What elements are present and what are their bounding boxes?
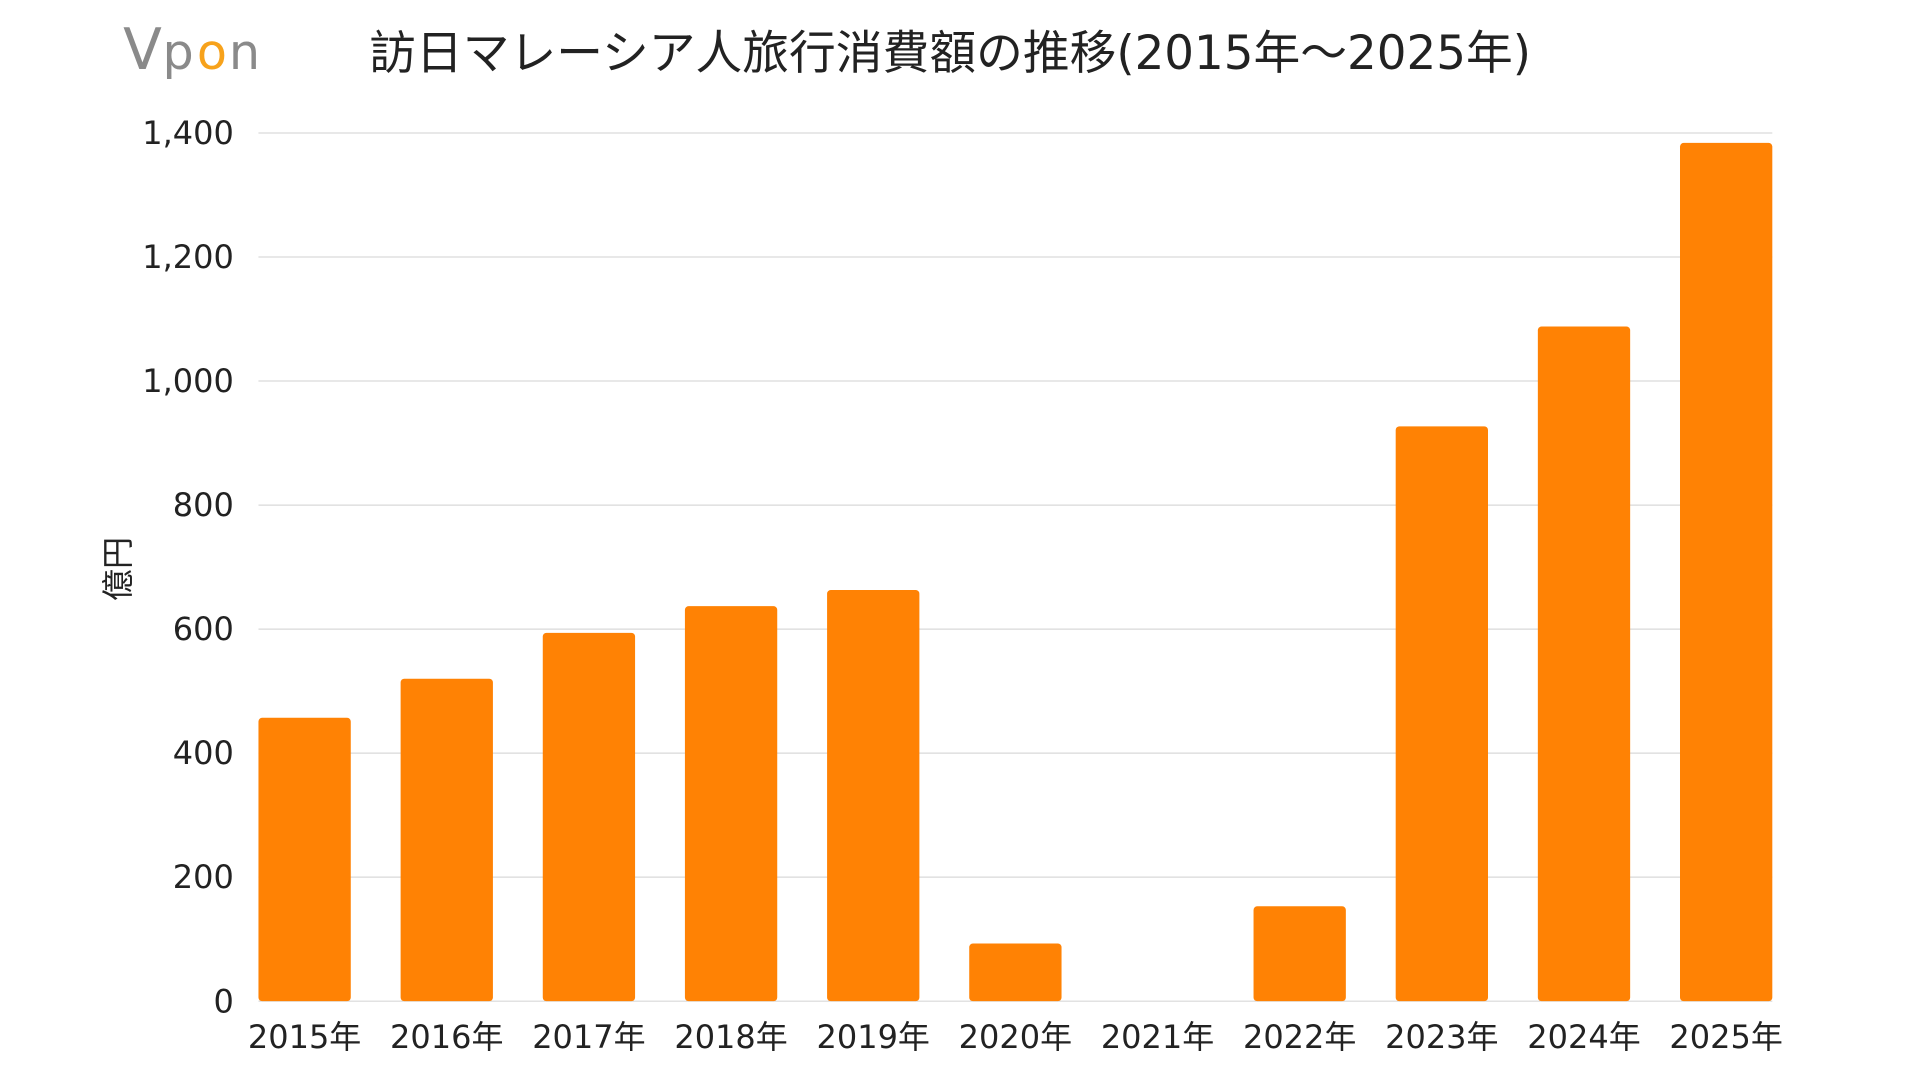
bar-2018年 — [684, 606, 778, 1002]
x-tick-label: 2019年 — [817, 1018, 930, 1056]
bar-2016年 — [400, 678, 493, 1002]
bar-2022年 — [1253, 906, 1346, 1002]
bar-2015年 — [258, 717, 351, 1002]
svg-text:p: p — [162, 23, 193, 81]
y-tick-label: 1,200 — [142, 238, 234, 276]
chart-title: 訪日マレーシア人旅行消費額の推移(2015年～2025年) — [369, 27, 1531, 81]
bar-2023年 — [1395, 426, 1488, 1002]
y-tick-label: 0 — [213, 982, 233, 1020]
x-tick-label: 2017年 — [532, 1018, 645, 1056]
x-tick-label: 2025年 — [1669, 1018, 1782, 1056]
svg-text:n: n — [229, 23, 260, 81]
y-tick-label: 1,400 — [142, 114, 234, 152]
x-tick-label: 2015年 — [248, 1018, 361, 1056]
svg-text:o: o — [197, 23, 227, 81]
x-tick-label: 2024年 — [1527, 1018, 1640, 1056]
x-tick-label: 2020年 — [959, 1018, 1072, 1056]
x-tick-label: 2016年 — [390, 1018, 503, 1056]
bar-2020年 — [969, 943, 1062, 1002]
svg-text:V: V — [123, 17, 162, 83]
y-tick-label: 400 — [173, 734, 234, 772]
x-tick-label: 2022年 — [1243, 1018, 1356, 1056]
vpon-logo: V p o n — [123, 17, 260, 83]
bar-2025年 — [1680, 142, 1773, 1002]
y-tick-label: 1,000 — [142, 362, 234, 400]
bar-2024年 — [1537, 326, 1631, 1002]
x-tick-label: 2021年 — [1101, 1018, 1214, 1056]
bar-2019年 — [827, 590, 920, 1002]
x-tick-label: 2023年 — [1385, 1018, 1498, 1056]
y-tick-label: 200 — [173, 858, 234, 896]
y-tick-label: 600 — [173, 610, 234, 648]
y-tick-label: 800 — [173, 486, 234, 524]
x-tick-label: 2018年 — [674, 1018, 787, 1056]
bar-2017年 — [542, 632, 636, 1002]
y-axis-label: 億円 — [99, 537, 137, 601]
